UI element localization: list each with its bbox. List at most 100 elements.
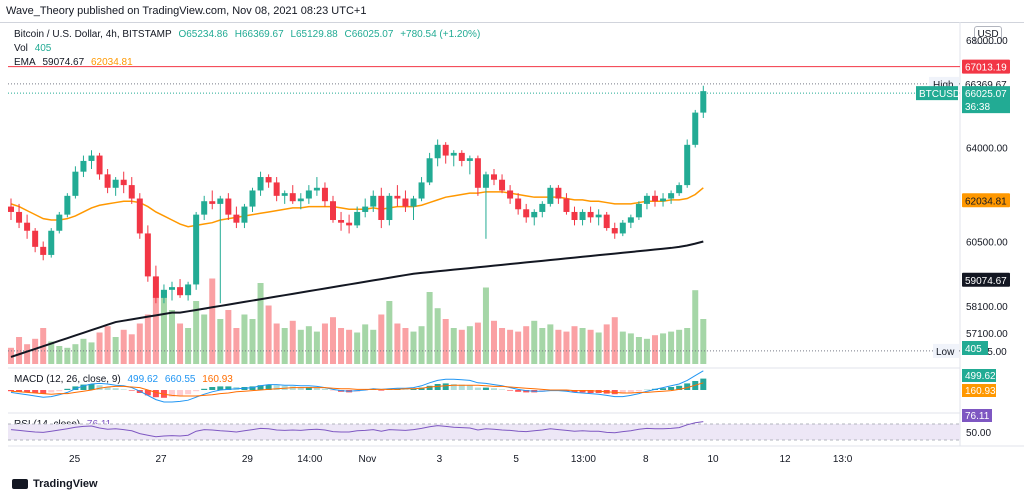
volume-bar <box>555 329 562 364</box>
macd-hist-bar <box>515 390 522 392</box>
volume-bar <box>603 324 610 364</box>
volume-bar <box>257 283 264 364</box>
rsi-tag-bg <box>962 409 992 422</box>
macd-hist-bar <box>24 390 31 393</box>
macd-hist-bar <box>458 384 465 390</box>
vol-tag-bg <box>962 341 988 355</box>
ema-label[interactable]: EMA <box>14 57 36 68</box>
candle-body <box>362 206 369 212</box>
candle-body <box>305 190 312 199</box>
volume-bar <box>136 323 143 364</box>
macd-hist-bar <box>217 386 224 390</box>
currency-button[interactable]: USD <box>974 26 1002 44</box>
macd-hist-bar <box>241 387 248 390</box>
macd-hist-bar <box>321 388 328 390</box>
macd-hist-bar <box>652 388 658 390</box>
candle-body <box>193 214 200 285</box>
macd-hist-bar <box>370 389 377 390</box>
macd-hist-bar <box>482 387 489 390</box>
macd-hist-bar <box>418 387 425 390</box>
legend-macd-line: MACD (12, 26, close, 9) 499.62 660.55 16… <box>14 374 237 385</box>
volume-bar <box>32 338 39 364</box>
macd-hist-bar <box>112 388 119 390</box>
ema-slow-tag: 59074.67 <box>965 276 1007 287</box>
rsi-label[interactable]: RSI (14, close) <box>14 419 81 430</box>
volume-bar <box>458 329 465 364</box>
macd-hist-bar <box>499 389 506 390</box>
x-tick-label: 14:00 <box>297 454 322 465</box>
volume-bar <box>531 320 538 364</box>
low-price-tag: 56425.00 <box>965 347 1007 358</box>
candle-body <box>144 233 151 277</box>
macd-hist-bar <box>305 387 312 390</box>
candle-body <box>668 193 675 199</box>
symbol-title[interactable]: Bitcoin / U.S. Dollar, 4h, BITSTAMP <box>14 29 172 40</box>
vol-label[interactable]: Vol <box>14 43 28 54</box>
y-tick-label: 64000.00 <box>966 144 1008 155</box>
volume-bar <box>354 332 361 364</box>
tradingview-logo[interactable]: TradingView <box>12 478 98 490</box>
last-price-tag-bg <box>962 86 1010 114</box>
candle-body <box>434 144 441 159</box>
macd-hist-bar <box>128 390 135 391</box>
alert-price-tag-bg <box>962 59 1010 74</box>
volume-bar <box>233 328 240 364</box>
macd-value-2: 660.55 <box>164 374 196 385</box>
volume-bar <box>643 338 650 364</box>
volume-bar <box>80 338 87 364</box>
symbol-tag-bg <box>916 86 958 101</box>
volume-bar <box>587 329 594 364</box>
volume-bar <box>418 326 425 364</box>
high-label-bg <box>929 76 959 91</box>
macd-hist-bar <box>8 390 14 392</box>
candle-body <box>346 222 353 226</box>
volume-bar <box>491 320 497 364</box>
macd-hist-bar <box>442 383 449 390</box>
candle-body <box>571 211 578 221</box>
candle-body <box>555 187 562 199</box>
macd-hist-bar <box>434 384 441 390</box>
candle-body <box>482 174 489 188</box>
rsi-tick-label: 50.00 <box>966 428 991 439</box>
volume-bar <box>104 326 111 364</box>
candle-body <box>128 185 135 199</box>
macd-label[interactable]: MACD (12, 26, close, 9) <box>14 374 121 385</box>
macd-hist-bar <box>120 389 127 390</box>
candle-body <box>217 198 224 204</box>
volume-bar <box>265 305 272 364</box>
bar-countdown: 36:38 <box>965 102 990 113</box>
candle-body <box>321 187 328 202</box>
candle-body <box>603 214 610 229</box>
volume-bar <box>660 333 667 364</box>
alert-price-tag: 67013.19 <box>965 63 1007 74</box>
candle-body <box>635 203 642 218</box>
candle-body <box>80 160 87 172</box>
candle-body <box>185 284 192 296</box>
macd-hist-bar <box>643 389 650 390</box>
candle-body <box>265 177 272 183</box>
x-tick-label: 12 <box>779 454 791 465</box>
volume-bar <box>120 329 127 364</box>
candle-body <box>660 198 667 202</box>
rsi-value: 76.11 <box>86 419 112 430</box>
candle-body <box>136 198 143 234</box>
volume-bar <box>410 331 417 364</box>
candle-body <box>16 211 23 223</box>
volume-bar <box>539 328 546 364</box>
macd-hist-bar <box>474 387 481 390</box>
macd-hist-bar <box>233 387 240 390</box>
volume-bar <box>635 337 642 364</box>
volume-bar <box>571 326 578 364</box>
legend-symbol-line: Bitcoin / U.S. Dollar, 4h, BITSTAMP O652… <box>14 29 484 40</box>
volume-bar <box>128 334 135 364</box>
high-price-tag: 66369.67 <box>965 80 1007 91</box>
volume-bar <box>112 337 119 364</box>
macd-hist-bar <box>603 390 610 394</box>
macd-hist-bar <box>668 387 675 390</box>
candle-body <box>257 177 264 191</box>
candle-body <box>539 203 546 212</box>
last-price-value: 66025.07 <box>965 89 1007 100</box>
macd-hist-bar <box>249 386 256 390</box>
macd-hist-bar <box>354 390 361 392</box>
candle-body <box>370 195 377 207</box>
